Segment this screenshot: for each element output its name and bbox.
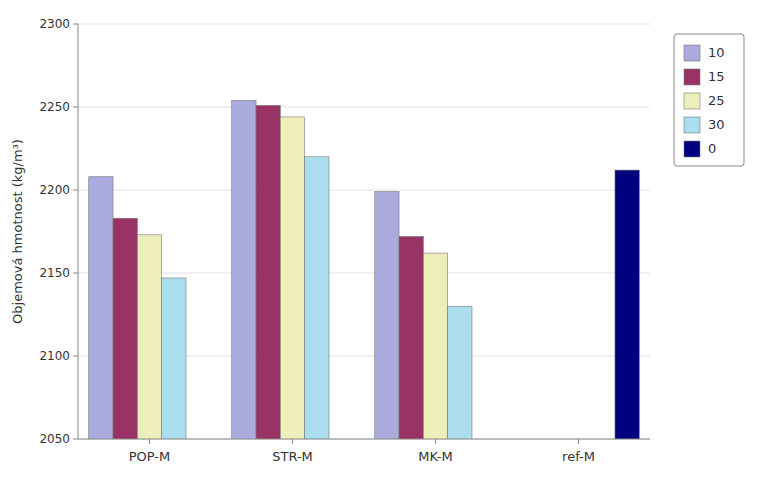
tick-label: 2050 [39,432,70,446]
bar [399,236,423,439]
bar [137,235,161,439]
tick-label: 2100 [39,349,70,363]
grid-line [78,273,650,274]
bar [280,117,304,439]
bar [256,105,280,439]
category-label: MK-M [418,449,452,464]
grid-line [78,24,650,25]
bar [162,278,186,439]
bar [89,177,113,439]
x-axis: POP-M STR-M MK-M ref-M [78,439,650,464]
tick-label: 2250 [39,100,70,114]
tick-mark [435,439,436,444]
tick-mark [73,439,78,440]
grid-line [78,190,650,191]
tick-mark [73,24,78,25]
tick-mark [73,356,78,357]
legend-swatch [684,93,700,109]
legend-label: 25 [708,93,725,108]
legend-swatch [684,117,700,133]
tick-mark [73,107,78,108]
bar [375,192,399,439]
tick-mark [73,190,78,191]
bar [615,170,639,439]
tick-label: 2150 [39,266,70,280]
legend: 10 15 25 30 0 [674,34,744,166]
legend-swatch [684,69,700,85]
legend-label: 10 [708,45,725,60]
category-label: STR-M [272,449,313,464]
bars [89,100,640,439]
legend-label: 15 [708,69,725,84]
chart: 2050 2100 2150 2200 2250 2300 POP-M STR-M MK-M re… [0,0,770,487]
legend-label: 30 [708,117,725,132]
category-label: ref-M [562,449,595,464]
legend-swatch [684,141,700,157]
tick-mark [149,439,150,444]
y-axis-line [78,24,79,439]
grid-line [78,439,650,440]
bar [113,218,137,439]
x-axis-line [78,439,650,440]
category-label: POP-M [129,449,171,464]
grid-line [78,107,650,108]
y-axis: 2050 2100 2150 2200 2250 2300 [39,17,78,446]
bar [305,157,329,439]
tick-mark [292,439,293,444]
tick-mark [578,439,579,444]
tick-label: 2200 [39,183,70,197]
y-axis-label: Objemová hmotnost (kg/m³) [10,139,25,324]
tick-label: 2300 [39,17,70,31]
tick-mark [73,273,78,274]
legend-swatch [684,45,700,61]
legend-frame [674,34,744,166]
bar [423,253,447,439]
legend-label: 0 [708,141,716,156]
bar [232,100,256,439]
bar [448,306,472,439]
